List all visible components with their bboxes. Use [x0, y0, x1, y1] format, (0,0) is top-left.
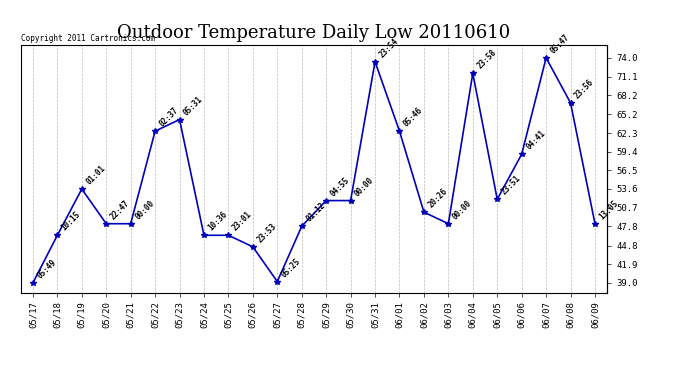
Text: 05:47: 05:47: [549, 33, 571, 55]
Text: Copyright 2011 Cartronics.com: Copyright 2011 Cartronics.com: [21, 33, 155, 42]
Text: 23:58: 23:58: [475, 48, 498, 71]
Text: 00:00: 00:00: [353, 175, 376, 198]
Text: 22:47: 22:47: [109, 198, 131, 221]
Text: 05:25: 05:25: [279, 256, 302, 279]
Text: 04:41: 04:41: [524, 129, 547, 152]
Text: 23:51: 23:51: [500, 174, 522, 197]
Text: 01:12: 01:12: [304, 201, 327, 224]
Title: Outdoor Temperature Daily Low 20110610: Outdoor Temperature Daily Low 20110610: [117, 24, 511, 42]
Text: 23:01: 23:01: [231, 210, 254, 233]
Text: 20:26: 20:26: [426, 187, 449, 210]
Text: 10:15: 10:15: [60, 210, 83, 233]
Text: 02:37: 02:37: [157, 106, 180, 129]
Text: 01:01: 01:01: [84, 164, 107, 186]
Text: 23:56: 23:56: [573, 78, 595, 100]
Text: 05:49: 05:49: [35, 258, 58, 280]
Text: 13:05: 13:05: [598, 198, 620, 221]
Text: 05:46: 05:46: [402, 106, 424, 129]
Text: 00:00: 00:00: [451, 198, 473, 221]
Text: 04:55: 04:55: [328, 175, 351, 198]
Text: 10:36: 10:36: [206, 210, 229, 233]
Text: 00:00: 00:00: [133, 198, 156, 221]
Text: 05:31: 05:31: [182, 94, 205, 117]
Text: 23:53: 23:53: [255, 222, 278, 244]
Text: 23:54: 23:54: [377, 36, 400, 59]
